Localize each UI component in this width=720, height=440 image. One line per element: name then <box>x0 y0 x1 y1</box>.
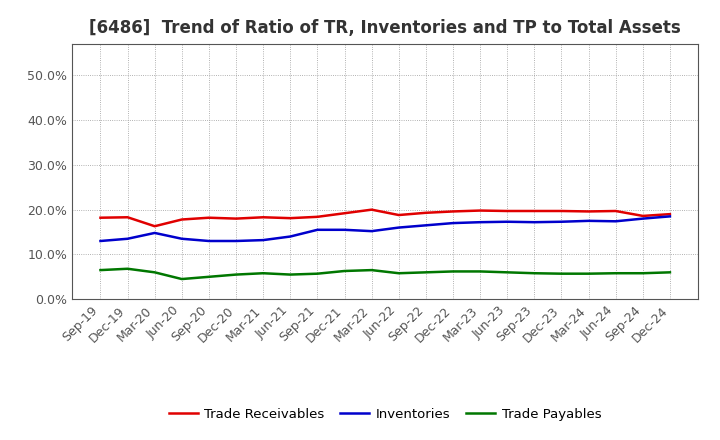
Inventories <box>341 227 349 232</box>
Trade Payables <box>259 271 268 276</box>
Trade Payables <box>530 271 539 276</box>
Trade Payables <box>449 269 457 274</box>
Trade Payables <box>313 271 322 276</box>
Trade Payables <box>178 276 186 282</box>
Inventories <box>421 223 430 228</box>
Trade Payables <box>665 270 674 275</box>
Trade Payables <box>476 269 485 274</box>
Trade Receivables <box>367 207 376 212</box>
Trade Receivables <box>449 209 457 214</box>
Trade Payables <box>96 268 105 273</box>
Inventories <box>395 225 403 230</box>
Line: Trade Receivables: Trade Receivables <box>101 209 670 226</box>
Trade Payables <box>341 268 349 274</box>
Trade Receivables <box>611 209 620 214</box>
Trade Receivables <box>96 215 105 220</box>
Line: Trade Payables: Trade Payables <box>101 269 670 279</box>
Trade Receivables <box>259 215 268 220</box>
Trade Payables <box>557 271 566 276</box>
Trade Payables <box>150 270 159 275</box>
Trade Receivables <box>395 213 403 218</box>
Trade Receivables <box>150 224 159 229</box>
Inventories <box>123 236 132 242</box>
Trade Payables <box>421 270 430 275</box>
Inventories <box>584 218 593 224</box>
Inventories <box>150 230 159 235</box>
Inventories <box>367 228 376 234</box>
Inventories <box>665 214 674 219</box>
Inventories <box>503 219 511 224</box>
Trade Receivables <box>123 215 132 220</box>
Trade Receivables <box>665 212 674 217</box>
Inventories <box>259 238 268 243</box>
Trade Receivables <box>639 213 647 219</box>
Trade Receivables <box>341 211 349 216</box>
Trade Payables <box>123 266 132 271</box>
Trade Payables <box>584 271 593 276</box>
Inventories <box>178 236 186 242</box>
Title: [6486]  Trend of Ratio of TR, Inventories and TP to Total Assets: [6486] Trend of Ratio of TR, Inventories… <box>89 19 681 37</box>
Trade Receivables <box>421 210 430 216</box>
Inventories <box>611 219 620 224</box>
Line: Inventories: Inventories <box>101 216 670 241</box>
Trade Receivables <box>476 208 485 213</box>
Trade Payables <box>367 268 376 273</box>
Trade Payables <box>204 274 213 279</box>
Trade Payables <box>232 272 240 277</box>
Trade Payables <box>286 272 294 277</box>
Trade Payables <box>611 271 620 276</box>
Trade Receivables <box>286 216 294 221</box>
Trade Receivables <box>530 209 539 214</box>
Trade Receivables <box>584 209 593 214</box>
Inventories <box>286 234 294 239</box>
Legend: Trade Receivables, Inventories, Trade Payables: Trade Receivables, Inventories, Trade Pa… <box>163 403 607 426</box>
Trade Receivables <box>557 209 566 214</box>
Inventories <box>530 220 539 225</box>
Trade Payables <box>639 271 647 276</box>
Trade Receivables <box>178 217 186 222</box>
Inventories <box>476 220 485 225</box>
Trade Receivables <box>503 209 511 214</box>
Trade Receivables <box>204 215 213 220</box>
Inventories <box>449 220 457 226</box>
Trade Receivables <box>313 214 322 220</box>
Trade Payables <box>503 270 511 275</box>
Trade Payables <box>395 271 403 276</box>
Inventories <box>639 216 647 221</box>
Inventories <box>557 219 566 224</box>
Trade Receivables <box>232 216 240 221</box>
Inventories <box>204 238 213 244</box>
Inventories <box>96 238 105 244</box>
Inventories <box>313 227 322 232</box>
Inventories <box>232 238 240 244</box>
